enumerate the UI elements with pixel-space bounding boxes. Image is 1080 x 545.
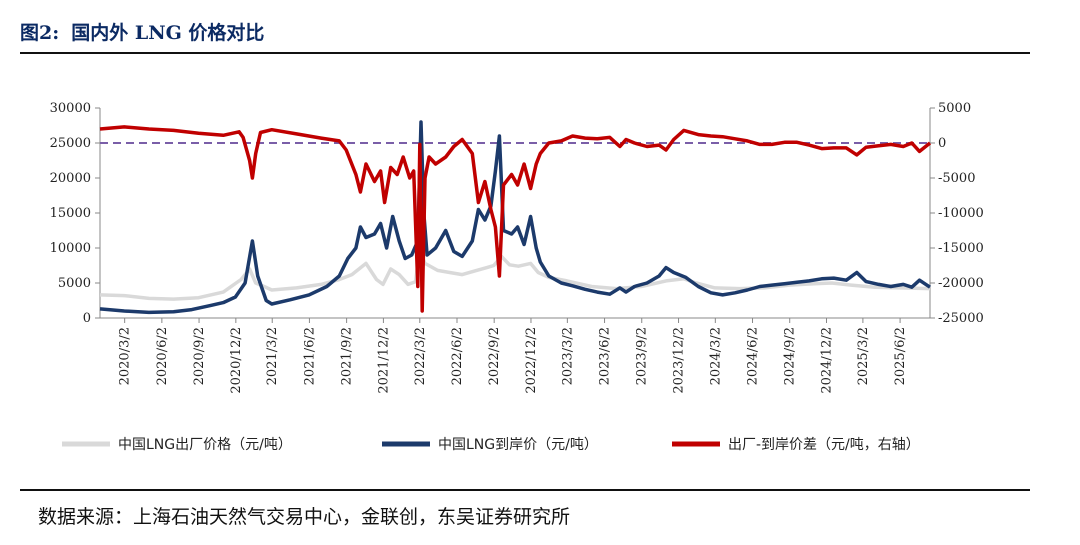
lng-price-chart: 0 5000 10000 15000 20000 25000 30000 -25000 -200… bbox=[50, 101, 984, 453]
y-left-tick-label: 10000 bbox=[50, 241, 91, 256]
x-tick-label: 2024/6/2 bbox=[746, 327, 761, 385]
x-tick-label: 2023/9/2 bbox=[635, 327, 650, 385]
x-tick-label: 2022/6/2 bbox=[450, 327, 465, 385]
y-left-tick-label: 20000 bbox=[50, 171, 91, 186]
x-tick-label: 2023/6/2 bbox=[598, 327, 613, 385]
series-line-price-spread bbox=[99, 125, 932, 313]
chart-axes: 0 5000 10000 15000 20000 25000 30000 -25000 -200… bbox=[50, 101, 984, 394]
y-right-tick-label: -15000 bbox=[938, 241, 984, 256]
y-right-tick-label: -25000 bbox=[938, 311, 984, 326]
y-left-tick-label: 5000 bbox=[58, 276, 91, 291]
y-left-tick-label: 0 bbox=[83, 311, 91, 326]
y-right-tick-label: -5000 bbox=[938, 171, 975, 186]
x-tick-label: 2023/3/2 bbox=[560, 327, 575, 385]
legend-label: 中国LNG出厂价格（元/吨） bbox=[118, 437, 292, 453]
x-tick-label: 2021/3/2 bbox=[265, 327, 280, 385]
x-tick-label: 2022/3/2 bbox=[413, 327, 428, 385]
y-left-tick-label: 25000 bbox=[50, 136, 91, 151]
x-tick-label: 2025/3/2 bbox=[856, 327, 871, 385]
x-tick-label: 2023/12/2 bbox=[672, 327, 687, 394]
x-tick-label: 2021/12/2 bbox=[376, 327, 391, 394]
y-right-tick-label: 5000 bbox=[938, 101, 971, 116]
y-left-tick-label: 30000 bbox=[50, 101, 91, 116]
data-source-note: 数据来源：上海石油天然气交易中心，金联创，东吴证券研究所 bbox=[38, 506, 571, 528]
bottom-rule bbox=[20, 489, 1030, 491]
x-tick-label: 2021/6/2 bbox=[302, 327, 317, 385]
legend-label: 出厂-到岸价差（元/吨，右轴） bbox=[728, 437, 920, 453]
y-right-tick-label: 0 bbox=[938, 136, 946, 151]
chart-plot-area bbox=[99, 120, 932, 315]
x-tick-label: 2020/3/2 bbox=[118, 327, 133, 385]
top-rule bbox=[20, 52, 1030, 54]
x-tick-label: 2024/9/2 bbox=[783, 327, 798, 385]
legend-label: 中国LNG到岸价（元/吨） bbox=[438, 437, 598, 453]
x-tick-label: 2021/9/2 bbox=[340, 327, 355, 385]
x-tick-label: 2024/12/2 bbox=[820, 327, 835, 394]
y-right-tick-label: -10000 bbox=[938, 206, 984, 221]
y-right-tick-label: -20000 bbox=[938, 276, 984, 291]
x-tick-label: 2024/3/2 bbox=[708, 327, 723, 385]
figure-title-bar: 图2: 国内外 LNG 价格对比 bbox=[20, 14, 1030, 48]
x-tick-label: 2022/9/2 bbox=[487, 327, 502, 385]
chart-legend: 中国LNG出厂价格（元/吨） 中国LNG到岸价（元/吨） 出厂-到岸价差（元/吨，右… bbox=[62, 437, 920, 453]
figure-label: 图2: bbox=[20, 21, 60, 44]
figure-title: 国内外 LNG 价格对比 bbox=[71, 21, 265, 44]
x-tick-label: 2020/9/2 bbox=[192, 327, 207, 385]
x-tick-label: 2022/12/2 bbox=[524, 327, 539, 394]
series-line-landed-price bbox=[99, 120, 931, 315]
series-line-domestic-ex-factory bbox=[99, 247, 931, 301]
x-tick-label: 2020/12/2 bbox=[229, 327, 244, 394]
x-tick-label: 2025/6/2 bbox=[893, 327, 908, 385]
x-tick-label: 2020/6/2 bbox=[155, 327, 170, 385]
y-left-tick-label: 15000 bbox=[50, 206, 91, 221]
